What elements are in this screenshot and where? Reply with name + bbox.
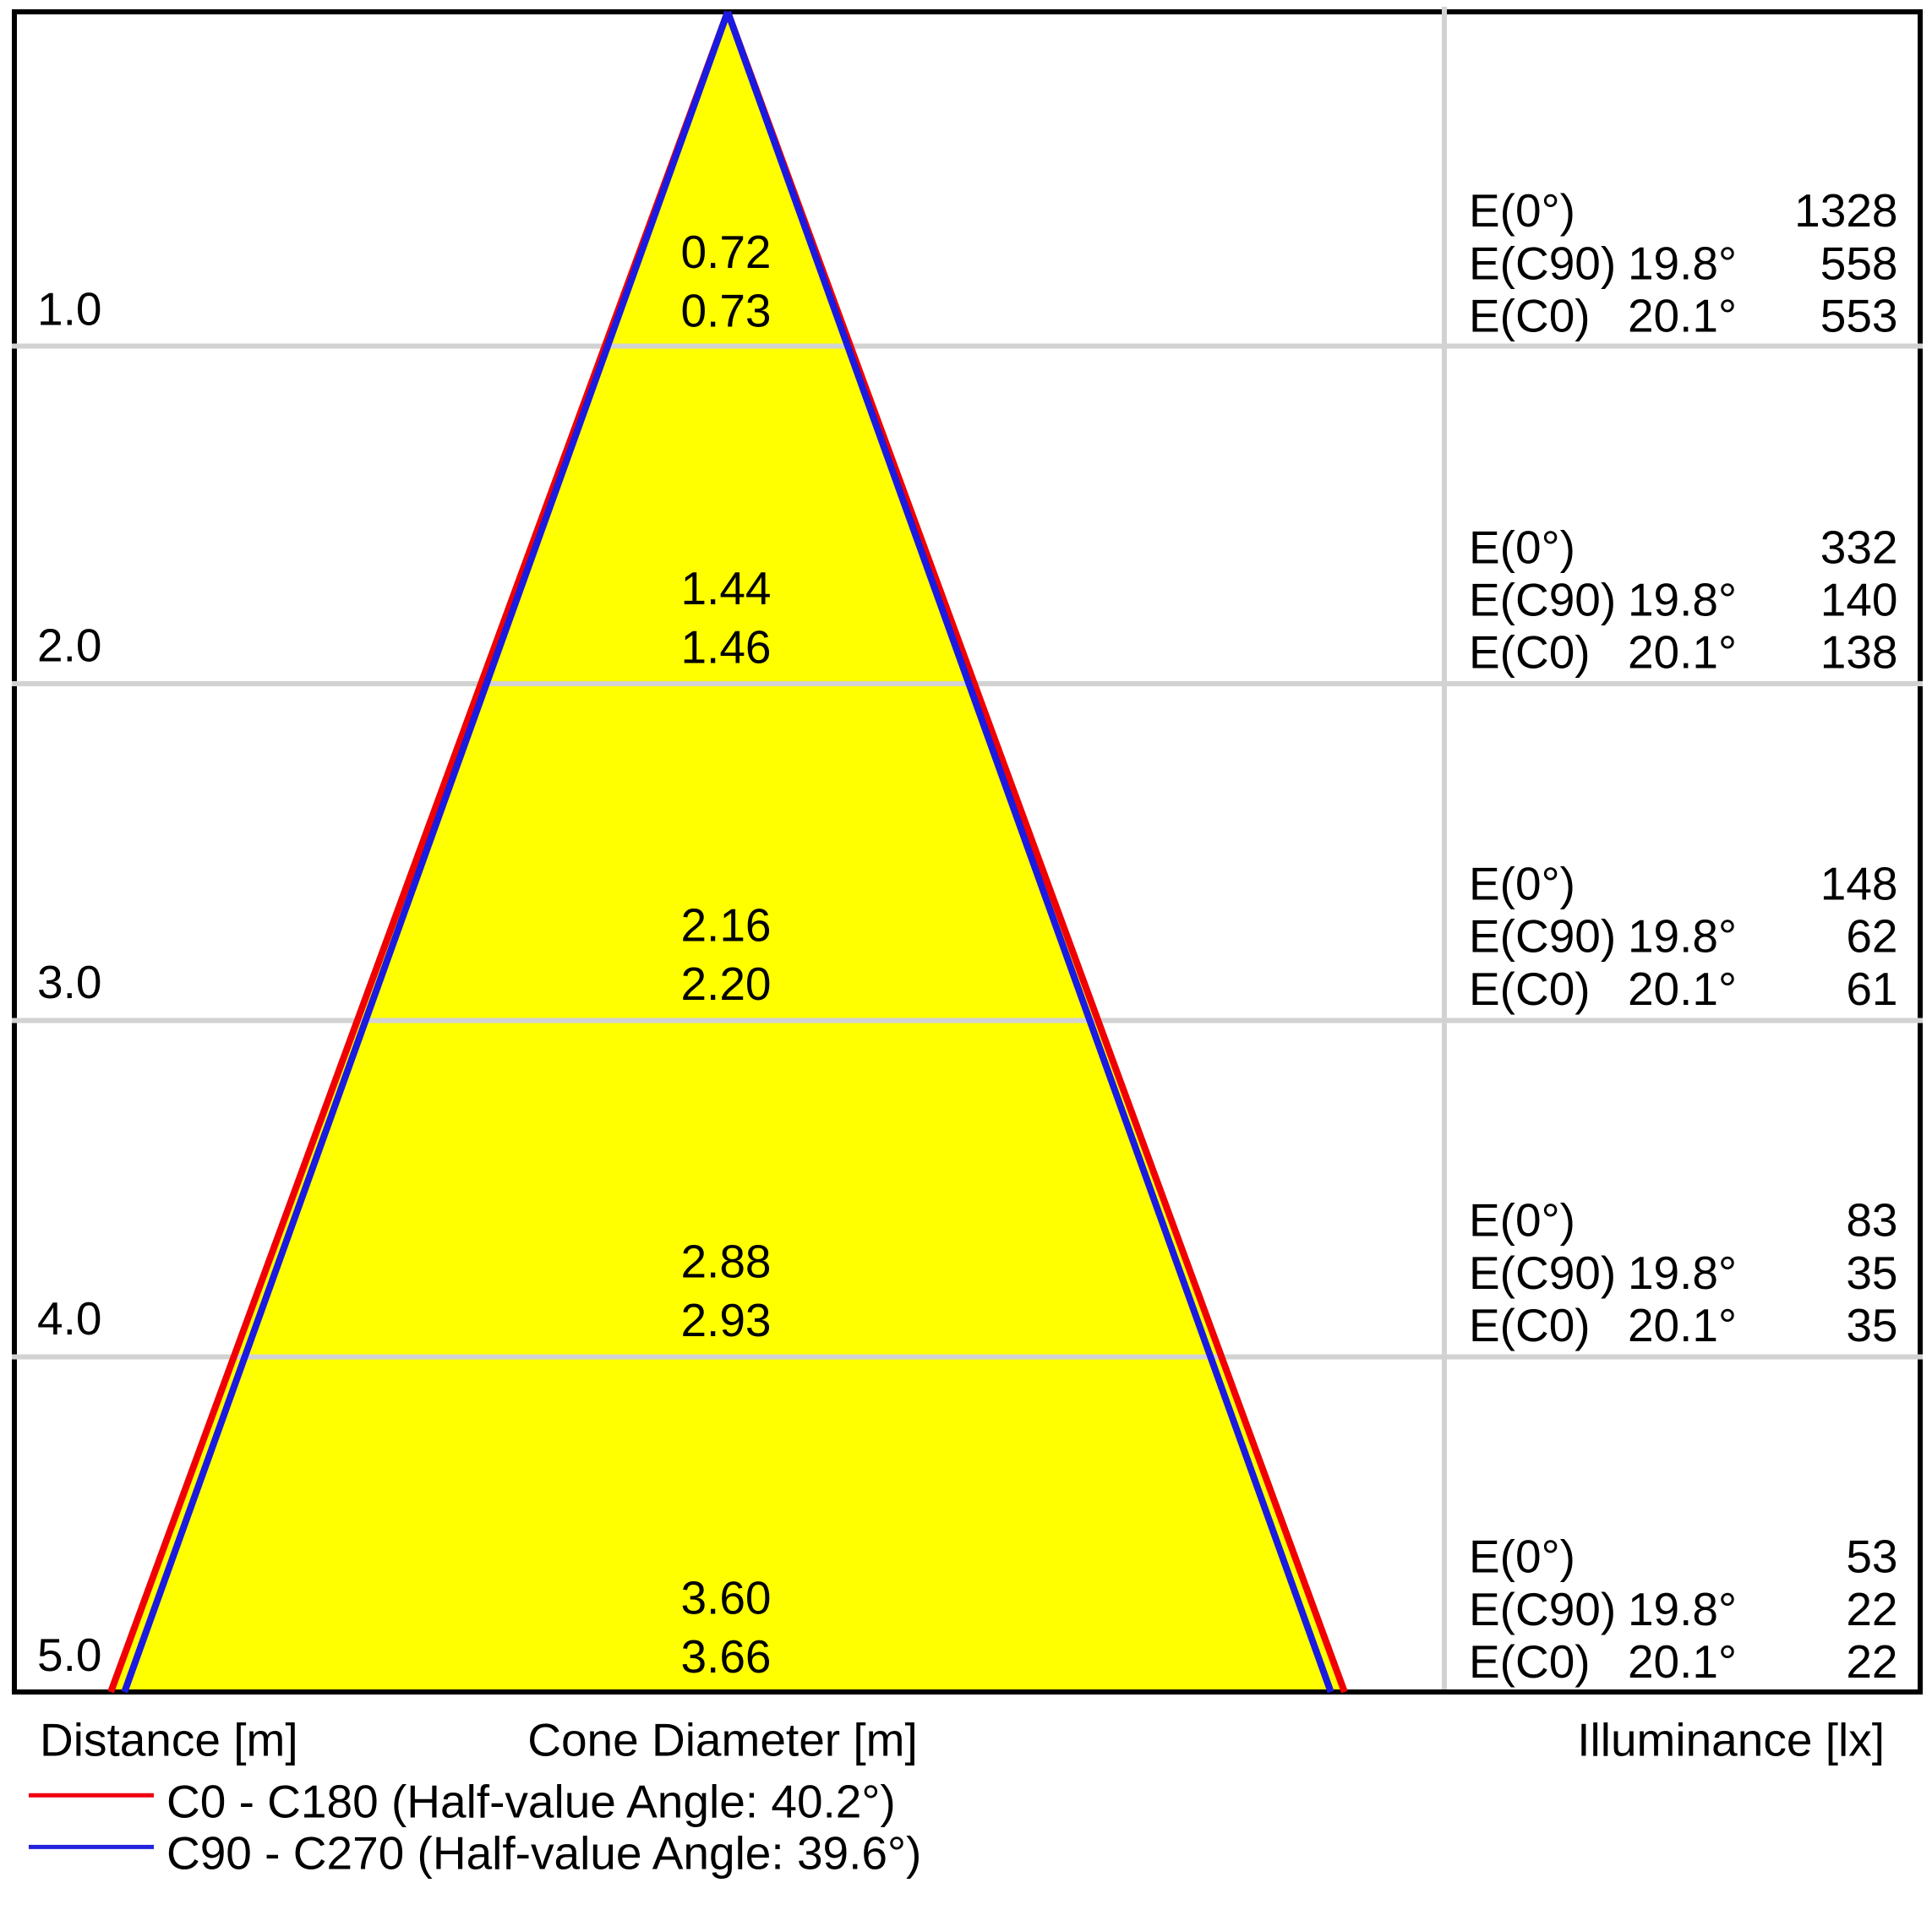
svg-text:1.46: 1.46 [680,621,771,674]
svg-text:19.8°: 19.8° [1628,1583,1737,1635]
svg-text:Cone Diameter [m]: Cone Diameter [m] [527,1714,918,1766]
svg-text:2.93: 2.93 [680,1294,771,1346]
svg-text:20.1°: 20.1° [1628,626,1737,679]
svg-text:20.1°: 20.1° [1628,963,1737,1015]
svg-text:E(0°): E(0°) [1469,521,1575,573]
svg-text:2.88: 2.88 [680,1235,771,1287]
svg-text:22: 22 [1846,1635,1897,1688]
svg-text:E(C90): E(C90) [1469,237,1616,289]
svg-text:138: 138 [1820,626,1898,679]
svg-text:1.44: 1.44 [680,562,771,614]
svg-text:558: 558 [1820,237,1898,289]
svg-text:3.60: 3.60 [680,1572,771,1624]
svg-text:E(C90): E(C90) [1469,1247,1616,1299]
svg-text:4.0: 4.0 [37,1292,101,1345]
svg-text:E(0°): E(0°) [1469,858,1575,910]
svg-text:0.72: 0.72 [680,226,771,278]
svg-text:E(C0): E(C0) [1469,963,1591,1015]
svg-text:E(C90): E(C90) [1469,574,1616,626]
svg-text:148: 148 [1820,858,1898,910]
svg-text:22: 22 [1846,1583,1897,1635]
svg-text:Distance [m]: Distance [m] [40,1714,298,1766]
svg-text:20.1°: 20.1° [1628,1299,1737,1351]
svg-text:35: 35 [1846,1247,1897,1299]
svg-text:61: 61 [1846,963,1897,1015]
svg-text:19.8°: 19.8° [1628,1247,1737,1299]
svg-text:E(C90): E(C90) [1469,1583,1616,1635]
svg-text:5.0: 5.0 [37,1629,101,1681]
svg-text:20.1°: 20.1° [1628,290,1737,342]
svg-text:35: 35 [1846,1299,1897,1351]
svg-text:Illuminance [lx]: Illuminance [lx] [1577,1714,1885,1766]
svg-text:C0 - C180 (Half-value Angle: 4: C0 - C180 (Half-value Angle: 40.2°) [166,1776,896,1828]
svg-text:83: 83 [1846,1194,1897,1247]
svg-text:553: 553 [1820,290,1898,342]
svg-text:20.1°: 20.1° [1628,1635,1737,1688]
svg-text:2.16: 2.16 [680,898,771,951]
svg-text:E(0°): E(0°) [1469,1194,1575,1247]
svg-text:0.73: 0.73 [680,285,771,337]
svg-text:1.0: 1.0 [37,283,101,336]
svg-text:2.20: 2.20 [680,958,771,1010]
svg-text:1328: 1328 [1794,184,1897,237]
svg-text:3.0: 3.0 [37,956,101,1008]
svg-text:C90 - C270 (Half-value Angle:: C90 - C270 (Half-value Angle: 39.6°) [166,1827,921,1880]
svg-text:3.66: 3.66 [680,1630,771,1683]
svg-text:E(C90): E(C90) [1469,910,1616,963]
svg-text:E(C0): E(C0) [1469,626,1591,679]
svg-text:140: 140 [1820,574,1898,626]
svg-text:E(C0): E(C0) [1469,1635,1591,1688]
svg-text:19.8°: 19.8° [1628,574,1737,626]
svg-text:E(0°): E(0°) [1469,184,1575,237]
svg-text:62: 62 [1846,910,1897,963]
svg-text:E(C0): E(C0) [1469,290,1591,342]
svg-text:E(C0): E(C0) [1469,1299,1591,1351]
svg-text:E(0°): E(0°) [1469,1531,1575,1583]
svg-text:19.8°: 19.8° [1628,910,1737,963]
svg-text:332: 332 [1820,521,1898,573]
svg-text:53: 53 [1846,1531,1897,1583]
svg-text:2.0: 2.0 [37,619,101,672]
svg-text:19.8°: 19.8° [1628,237,1737,289]
